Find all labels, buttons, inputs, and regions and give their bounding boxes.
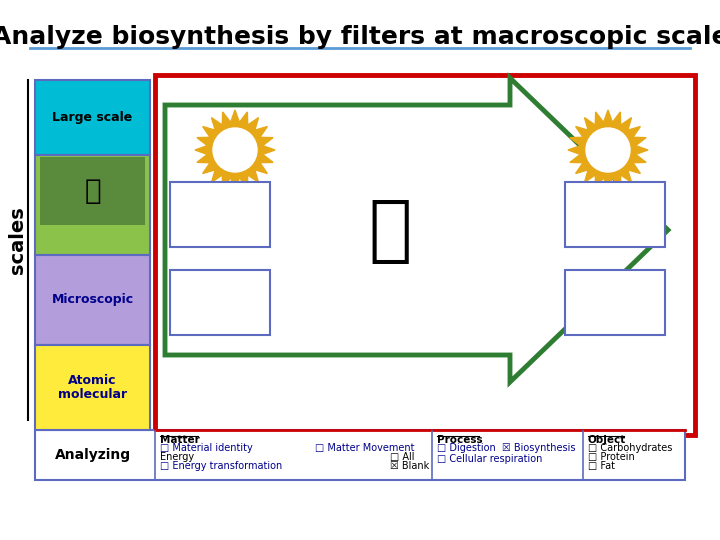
FancyBboxPatch shape xyxy=(35,80,150,155)
Text: □ Digestion  ☒ Biosynthesis: □ Digestion ☒ Biosynthesis xyxy=(437,443,575,453)
Text: □ Energy transformation: □ Energy transformation xyxy=(160,461,282,471)
Text: □ Material identity: □ Material identity xyxy=(160,443,253,453)
FancyBboxPatch shape xyxy=(35,155,150,255)
FancyBboxPatch shape xyxy=(565,270,665,335)
Text: Microscopic: Microscopic xyxy=(51,294,134,307)
FancyBboxPatch shape xyxy=(35,255,150,345)
Polygon shape xyxy=(195,110,275,190)
Text: Energy: Energy xyxy=(160,452,194,462)
FancyBboxPatch shape xyxy=(170,182,270,247)
Text: □ Carbohydrates: □ Carbohydrates xyxy=(588,443,672,453)
Text: scales: scales xyxy=(9,206,27,274)
Text: □ All: □ All xyxy=(390,452,415,462)
FancyBboxPatch shape xyxy=(35,430,685,480)
Text: □ Cellular respiration: □ Cellular respiration xyxy=(437,454,542,464)
Bar xyxy=(40,157,145,225)
FancyBboxPatch shape xyxy=(565,182,665,247)
Text: Analyze biosynthesis by filters at macroscopic scale: Analyze biosynthesis by filters at macro… xyxy=(0,25,720,49)
Text: Process: Process xyxy=(437,435,482,445)
Circle shape xyxy=(586,128,630,172)
Text: □ Fat: □ Fat xyxy=(588,461,615,471)
Text: Atomic
molecular: Atomic molecular xyxy=(58,374,127,402)
Text: 🐄: 🐄 xyxy=(369,198,412,267)
Text: Object: Object xyxy=(588,435,626,445)
Text: Macroscopic: Macroscopic xyxy=(49,199,136,212)
Text: ☒ Blank: ☒ Blank xyxy=(390,461,429,471)
Text: □ Protein: □ Protein xyxy=(588,452,635,462)
Polygon shape xyxy=(568,110,648,190)
Text: Matter: Matter xyxy=(160,435,199,445)
Text: Analyzing: Analyzing xyxy=(55,448,131,462)
Text: Large scale: Large scale xyxy=(53,111,132,124)
FancyBboxPatch shape xyxy=(35,345,150,430)
Circle shape xyxy=(213,128,257,172)
FancyBboxPatch shape xyxy=(170,270,270,335)
Text: □ Matter Movement: □ Matter Movement xyxy=(315,443,415,453)
Text: 🐄: 🐄 xyxy=(84,177,101,205)
